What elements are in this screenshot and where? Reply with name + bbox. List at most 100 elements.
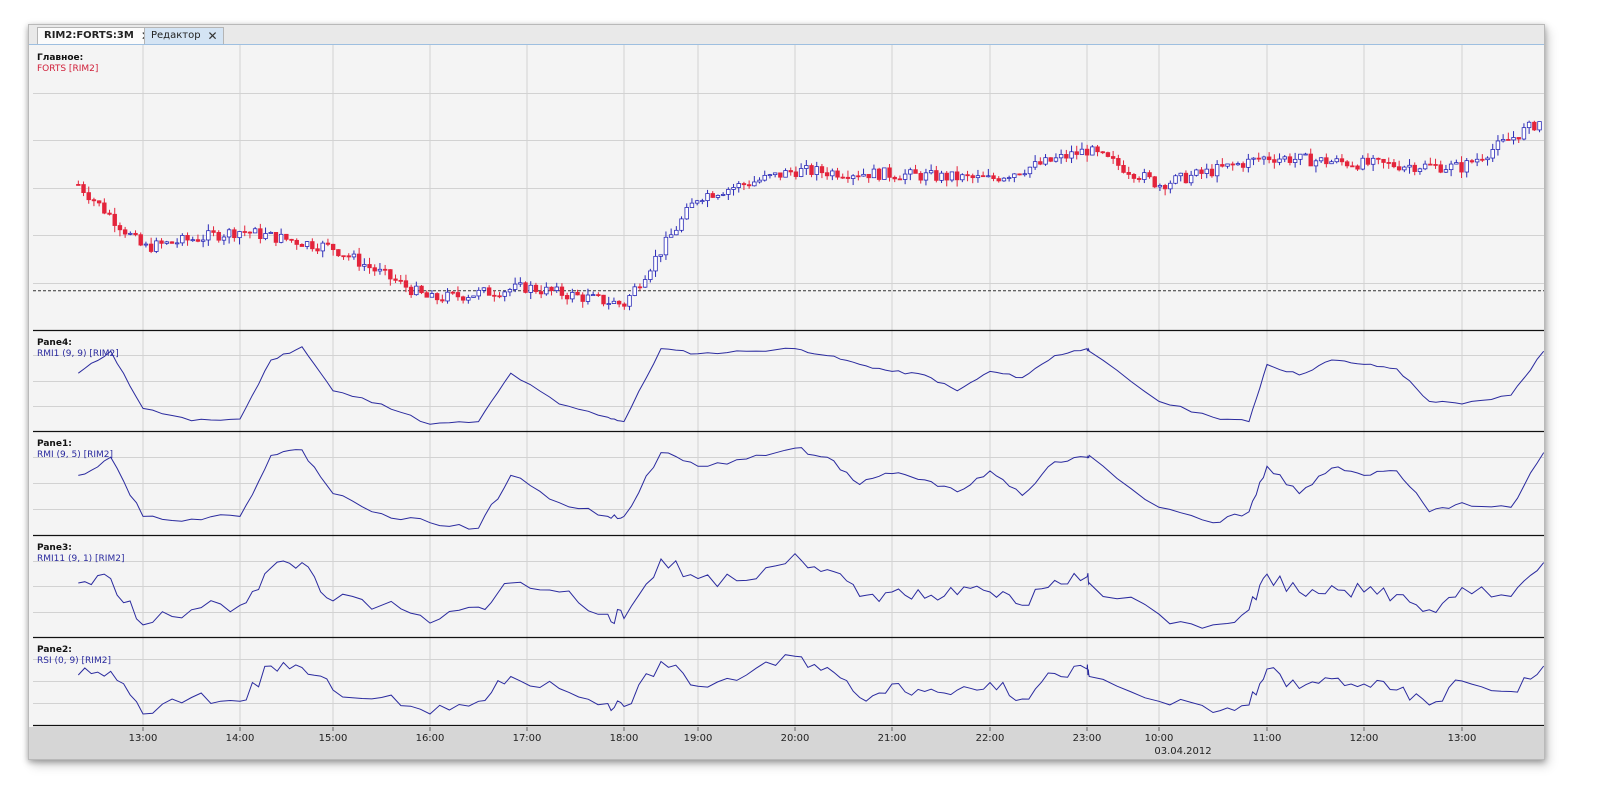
candle-bear xyxy=(1516,137,1521,140)
candle-bull xyxy=(1417,168,1423,172)
candle-bull xyxy=(164,241,169,244)
indicator-line xyxy=(78,552,1544,629)
candle-bull xyxy=(362,264,367,267)
candle-bull xyxy=(252,228,258,234)
candle-bear xyxy=(897,178,903,181)
candle-bull xyxy=(1407,164,1412,168)
indicator-line xyxy=(77,654,1544,715)
candle-bear xyxy=(356,253,362,267)
candle-bear xyxy=(1438,164,1443,173)
candle-bull xyxy=(726,189,731,195)
candle-bull xyxy=(1282,156,1287,160)
candle-bull xyxy=(471,295,476,298)
candle-bull xyxy=(1329,161,1334,165)
tab-rim2-forts[interactable]: RIM2:FORTS:3M ✕ xyxy=(37,27,157,44)
candle-bear xyxy=(102,202,107,214)
candle-bull xyxy=(377,268,383,272)
candle-bull xyxy=(1168,182,1173,190)
pane-subtitle: FORTS [RIM2] xyxy=(37,64,98,74)
candle-bear xyxy=(294,239,299,245)
candle-bear xyxy=(819,166,825,174)
candle-bear xyxy=(460,296,466,301)
candle-bull xyxy=(611,300,617,304)
candle-bull xyxy=(871,168,877,179)
candle-bull xyxy=(1043,157,1048,165)
candle-bull xyxy=(679,218,684,231)
tab-editor[interactable]: Редактор ✕ xyxy=(144,27,224,44)
candle-bear xyxy=(169,241,175,244)
pane-subtitle: RMI1 (9, 9) [RIM2] xyxy=(37,349,119,359)
candle-bull xyxy=(429,293,435,298)
candle-bear xyxy=(580,294,585,302)
candle-bear xyxy=(122,229,128,235)
candle-bull xyxy=(1303,153,1308,156)
pane-title: Главное: xyxy=(37,53,83,63)
close-icon[interactable]: ✕ xyxy=(207,29,218,43)
candle-bear xyxy=(596,294,601,297)
candle-bear xyxy=(1105,152,1111,157)
candle-bull xyxy=(278,233,284,243)
time-tick-label: 10:00 xyxy=(1145,733,1174,744)
candle-bull xyxy=(830,170,835,177)
candle-bull xyxy=(700,200,705,202)
candle-bull xyxy=(627,295,632,307)
candle-bull xyxy=(1235,163,1241,166)
candle-bear xyxy=(622,303,627,307)
candle-bull xyxy=(1422,163,1428,170)
candle-bull xyxy=(715,195,721,198)
candle-bear xyxy=(232,229,237,239)
candle-bull xyxy=(1511,137,1516,141)
candle-bear xyxy=(273,232,279,243)
candle-bull xyxy=(949,171,955,181)
candle-bear xyxy=(1376,157,1381,160)
candle-bear xyxy=(1428,163,1433,166)
pane-title: Pane1: xyxy=(37,439,72,449)
candle-bear xyxy=(372,267,377,272)
candle-bull xyxy=(1178,172,1183,177)
candle-bear xyxy=(1240,163,1246,168)
date-label: 03.04.2012 xyxy=(1154,746,1211,757)
candle-bull xyxy=(1495,140,1501,150)
candle-bear xyxy=(325,242,331,245)
candle-bull xyxy=(653,255,658,272)
candle-bull xyxy=(606,303,611,305)
candle-bull xyxy=(752,181,757,187)
candle-bear xyxy=(1365,157,1371,165)
candle-bear xyxy=(549,286,554,291)
candle-bull xyxy=(544,286,549,295)
candle-bear xyxy=(1350,165,1355,168)
candle-bull xyxy=(1027,166,1033,175)
candle-bear xyxy=(1308,153,1313,167)
candle-bear xyxy=(1131,174,1137,179)
chart-canvas[interactable]: Главное:FORTS [RIM2] Pane4:RMI1 (9, 9) [R… xyxy=(29,25,1544,759)
candle-bull xyxy=(590,294,596,297)
candle-bear xyxy=(1391,162,1397,168)
candle-bear xyxy=(866,173,871,179)
candle-bear xyxy=(856,175,861,178)
candle-bear xyxy=(991,175,996,179)
candle-bull xyxy=(502,291,507,297)
candle-bull xyxy=(320,242,325,252)
pane-subtitle: RMI (9, 5) [RIM2] xyxy=(37,450,113,460)
candle-bear xyxy=(1459,162,1464,173)
candle-bear xyxy=(1506,139,1511,141)
candle-bull xyxy=(674,229,679,236)
candle-bull xyxy=(476,289,481,297)
tab-label: RIM2:FORTS:3M xyxy=(44,30,134,41)
candle-bull xyxy=(1225,163,1230,167)
candle-bull xyxy=(1032,161,1038,168)
candle-bear xyxy=(76,184,81,186)
candle-bull xyxy=(237,231,242,239)
time-tick-label: 22:00 xyxy=(976,733,1005,744)
candle-bear xyxy=(1433,164,1438,166)
chart-background xyxy=(29,25,1544,759)
candle-bull xyxy=(986,175,991,178)
candle-bull xyxy=(767,174,773,177)
candle-bull xyxy=(1142,172,1147,180)
candle-bull xyxy=(154,240,159,252)
candle-bull xyxy=(481,287,487,291)
pane-title: Pane4: xyxy=(37,338,72,348)
candle-bull xyxy=(1298,153,1303,160)
time-tick-label: 13:00 xyxy=(1448,733,1477,744)
candle-bull xyxy=(705,193,710,201)
